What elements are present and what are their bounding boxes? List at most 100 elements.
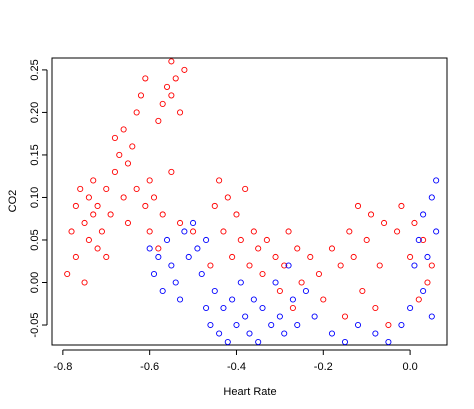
point — [294, 245, 301, 252]
point — [341, 338, 349, 346]
point — [159, 100, 166, 107]
point — [420, 211, 427, 218]
point — [181, 66, 188, 73]
point — [346, 228, 353, 235]
y-tick-label: 0.20 — [29, 102, 41, 123]
point — [415, 236, 422, 244]
point — [272, 253, 279, 261]
point — [294, 321, 301, 329]
point — [263, 236, 270, 244]
point — [281, 262, 288, 269]
point — [211, 287, 218, 295]
point — [133, 109, 140, 116]
point — [407, 253, 414, 261]
point — [172, 75, 179, 82]
x-tick-label: -0.2 — [314, 361, 333, 373]
point — [315, 270, 323, 278]
point — [250, 228, 257, 235]
point — [172, 279, 179, 286]
point — [424, 279, 431, 286]
point — [211, 202, 218, 210]
point — [259, 270, 266, 278]
point — [359, 287, 366, 295]
point — [72, 202, 79, 210]
point — [207, 321, 214, 329]
point — [155, 117, 162, 124]
point — [237, 236, 244, 244]
point — [120, 126, 127, 133]
point — [420, 236, 427, 244]
point — [190, 228, 197, 235]
point — [311, 313, 318, 320]
point — [433, 177, 440, 184]
point — [129, 143, 136, 150]
point — [350, 253, 357, 261]
point — [64, 270, 71, 278]
point — [150, 270, 158, 278]
point — [242, 313, 249, 320]
point — [203, 304, 210, 312]
point — [176, 109, 184, 116]
point — [407, 304, 414, 312]
point — [176, 296, 184, 303]
point — [246, 330, 253, 337]
point — [398, 321, 405, 329]
point — [146, 245, 153, 252]
point — [259, 304, 266, 312]
x-tick-label: 0.0 — [402, 361, 417, 373]
point — [90, 177, 97, 184]
point — [233, 211, 240, 218]
point — [385, 338, 392, 346]
point — [411, 219, 418, 227]
y-tick-label: 0.00 — [29, 272, 41, 293]
point — [224, 338, 231, 346]
point — [367, 211, 375, 218]
point — [81, 279, 88, 286]
point — [133, 185, 140, 193]
point — [142, 75, 149, 82]
point — [190, 219, 197, 227]
point — [159, 211, 166, 218]
point — [420, 287, 427, 295]
point — [354, 321, 362, 329]
point — [276, 313, 283, 320]
point — [68, 228, 75, 235]
point — [281, 330, 288, 337]
point — [107, 211, 114, 218]
point — [246, 262, 253, 269]
point — [163, 236, 171, 244]
point — [146, 228, 153, 235]
point — [285, 228, 292, 235]
point — [77, 185, 84, 193]
point — [237, 279, 244, 286]
point — [328, 245, 336, 252]
point — [220, 228, 227, 235]
y-tick-label: 0.05 — [29, 229, 41, 250]
point — [81, 219, 88, 227]
point — [255, 338, 262, 346]
point — [216, 177, 223, 184]
point — [72, 253, 79, 261]
point — [85, 194, 92, 201]
point — [168, 92, 175, 99]
point — [124, 219, 132, 227]
x-tick-label: -0.4 — [227, 361, 246, 373]
point — [229, 253, 236, 261]
point — [103, 253, 110, 261]
point — [272, 279, 279, 286]
plot-box — [51, 57, 448, 346]
point — [94, 245, 101, 252]
point — [307, 253, 314, 261]
point — [320, 296, 327, 303]
point — [233, 321, 240, 329]
point — [289, 304, 296, 312]
point — [137, 92, 145, 99]
point — [242, 185, 249, 193]
point — [268, 321, 275, 329]
point — [146, 177, 153, 184]
point — [185, 253, 192, 261]
point — [203, 236, 210, 244]
point — [163, 83, 171, 90]
point — [120, 194, 127, 201]
point — [341, 313, 349, 320]
